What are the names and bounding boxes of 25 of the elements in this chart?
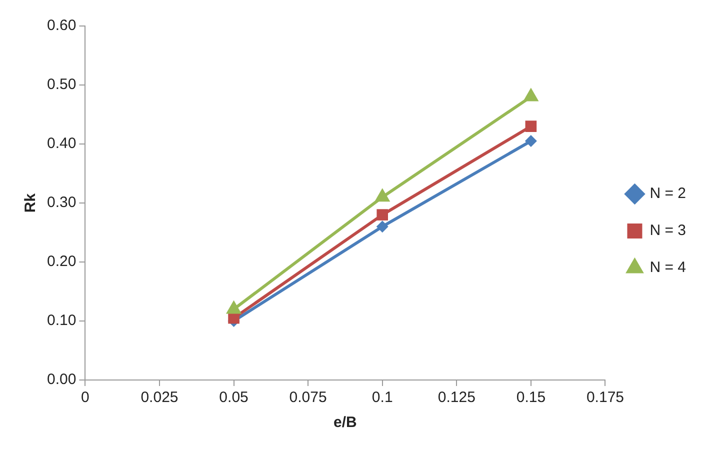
x-tick-label: 0.15 (516, 389, 546, 406)
y-tick-label: 0.50 (46, 76, 76, 94)
legend-label: N = 4 (650, 259, 686, 276)
y-tick-label: 0.20 (46, 253, 76, 270)
point (524, 135, 537, 148)
y-tick-label: 0.30 (46, 194, 76, 212)
point (228, 312, 240, 324)
legend-label: N = 2 (650, 185, 686, 202)
y-axis-title: Rk (22, 192, 40, 213)
x-axis-title: e/B (334, 414, 358, 432)
point (525, 120, 537, 132)
point (376, 220, 388, 233)
y-tick-label: 0.00 (46, 371, 76, 388)
x-tick-label: 0.125 (438, 389, 476, 406)
x-tick-label: 0.025 (140, 389, 178, 406)
x-tick-label: 0.075 (289, 389, 327, 406)
y-tick-label: 0.40 (46, 135, 76, 152)
x-tick-label: 0 (81, 389, 90, 406)
x-tick-label: 0.05 (219, 389, 248, 406)
y-tick-label: 0.60 (46, 17, 76, 34)
point (376, 209, 388, 220)
legend-label: N = 3 (650, 222, 686, 240)
y-tick-label: 0.10 (46, 312, 76, 330)
x-tick-label: 0.1 (372, 389, 393, 406)
x-tick-label: 0.175 (586, 389, 624, 406)
